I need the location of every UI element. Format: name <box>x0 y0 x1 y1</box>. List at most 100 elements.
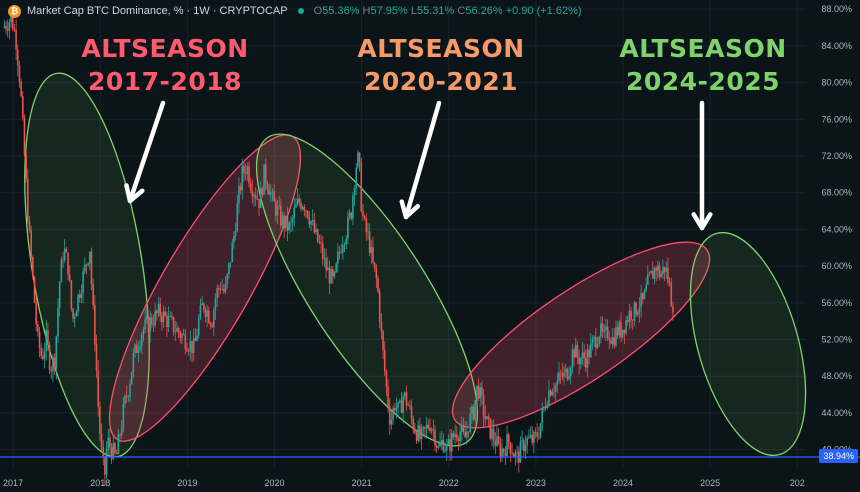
candle-body <box>335 263 337 272</box>
candle-body <box>249 183 252 191</box>
candle-body <box>467 431 470 433</box>
candle-body <box>234 231 237 236</box>
candle-body <box>174 331 177 333</box>
candle-body <box>206 310 208 317</box>
candle-body <box>529 434 532 438</box>
candle-body <box>466 431 468 438</box>
y-tick-label: 64.00% <box>821 224 852 234</box>
candle-body <box>27 178 29 221</box>
x-tick-label: 2022 <box>439 478 459 488</box>
candle-body <box>182 334 185 335</box>
candle-body <box>77 294 79 312</box>
candle-body <box>596 343 599 348</box>
candle-body <box>345 238 347 245</box>
candle-body <box>338 251 341 253</box>
candle-body <box>256 198 259 200</box>
current-price-tag[interactable]: 38.94% <box>819 449 858 463</box>
candle-body <box>415 432 418 441</box>
candle-body <box>58 282 61 308</box>
candle-body <box>380 321 383 332</box>
candle-body <box>583 352 585 359</box>
candle-body <box>481 387 483 396</box>
candle-body <box>578 357 580 365</box>
candle-body <box>422 427 425 430</box>
low-value: 55.31% <box>417 5 455 17</box>
candle-body <box>8 22 11 31</box>
candle-body <box>321 243 324 260</box>
candle-body <box>378 291 381 322</box>
high-value: 57.95% <box>370 5 408 17</box>
candle-body <box>474 400 477 420</box>
candle-body <box>134 344 136 354</box>
candle-body <box>21 96 24 118</box>
candle-body <box>144 319 146 330</box>
candle-body <box>400 400 403 413</box>
ohlc-readout: O55.36% H57.95% L55.31% C56.26% +0.90 (+… <box>314 5 582 17</box>
candle-body <box>482 395 485 416</box>
candle-body <box>424 427 426 429</box>
candle-body <box>122 404 125 429</box>
candle-body <box>352 195 354 219</box>
candle-body <box>385 371 388 387</box>
candle-body <box>640 292 642 308</box>
candle-body <box>585 358 587 368</box>
candle-body <box>489 418 492 439</box>
candle-body <box>504 452 507 456</box>
candle-body <box>30 230 32 257</box>
chart-title[interactable]: Market Cap BTC Dominance, % · 1W · CRYPT… <box>27 5 288 17</box>
candle-body <box>207 310 210 324</box>
candle-body <box>129 384 131 397</box>
candle-body <box>221 288 223 290</box>
candle-body <box>450 433 453 452</box>
candle-body <box>653 268 656 279</box>
candle-body <box>611 337 614 344</box>
candle-body <box>496 436 498 447</box>
x-tick-label: 2017 <box>3 478 23 488</box>
candle-body <box>383 349 386 372</box>
candle-body <box>67 252 69 275</box>
candle-body <box>164 311 167 316</box>
candle-body <box>574 344 577 358</box>
candle-body <box>218 288 220 289</box>
candle-body <box>593 336 595 340</box>
candle-body <box>348 212 351 218</box>
candle-body <box>13 29 16 31</box>
candle-body <box>432 429 435 431</box>
candle-body <box>591 339 594 344</box>
candle-body <box>70 280 73 309</box>
candle-body <box>157 303 160 314</box>
candle-body <box>395 407 398 411</box>
candle-body <box>211 325 213 327</box>
candle-body <box>73 316 76 319</box>
candle-body <box>340 251 342 253</box>
candle-body <box>375 268 378 279</box>
candle-body <box>410 406 413 419</box>
candle-body <box>280 205 282 226</box>
candle-body <box>298 198 301 203</box>
candle-body <box>402 396 404 413</box>
candle-body <box>668 281 671 283</box>
candle-body <box>457 438 460 442</box>
candle-body <box>665 267 668 272</box>
candle-body <box>306 210 309 218</box>
candle-body <box>23 117 26 156</box>
candle-body <box>618 321 621 336</box>
candle-body <box>549 390 552 396</box>
candle-body <box>52 357 54 372</box>
candle-body <box>476 385 478 401</box>
candle-body <box>156 310 158 314</box>
candle-body <box>33 277 36 303</box>
candle-body <box>472 406 475 420</box>
candle-body <box>152 324 155 326</box>
close-label: C <box>457 5 466 17</box>
candle-body <box>276 206 279 216</box>
candle-body <box>226 274 229 284</box>
candle-body <box>223 288 225 292</box>
candle-body <box>137 349 140 353</box>
candle-body <box>623 329 626 334</box>
candle-body <box>172 317 175 332</box>
candle-body <box>561 373 564 377</box>
candle-body <box>63 248 66 261</box>
candle-body <box>479 387 482 399</box>
